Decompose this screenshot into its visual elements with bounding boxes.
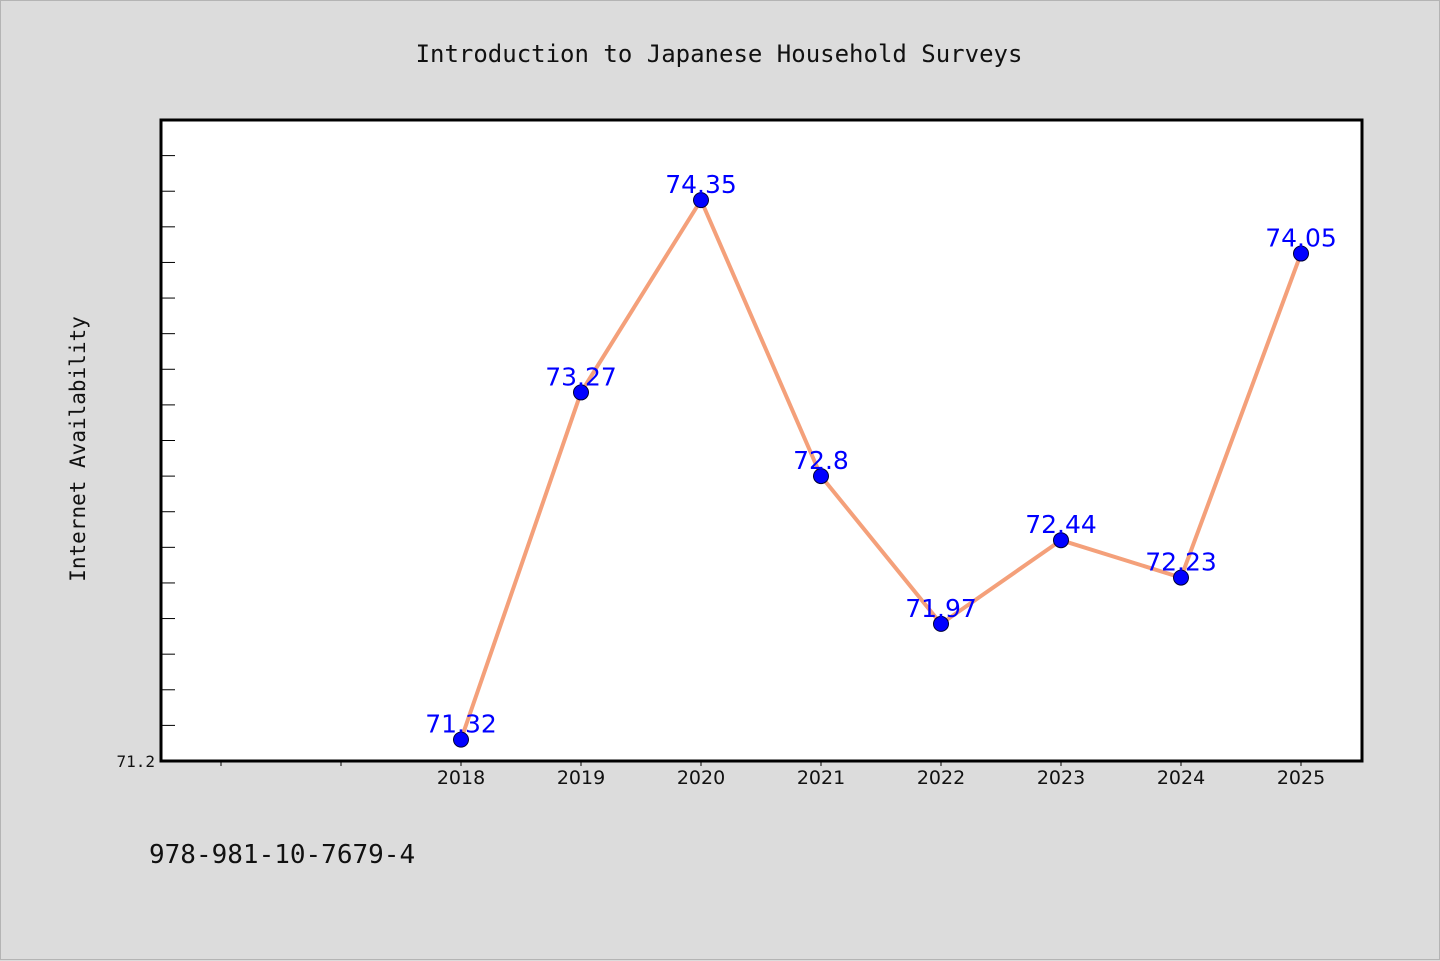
plot-area [159, 118, 1364, 763]
data-label: 72.44 [1025, 510, 1097, 539]
footer-isbn: 978-981-10-7679-4 [149, 840, 415, 870]
x-tick-label: 2021 [797, 767, 845, 789]
data-point [1173, 569, 1189, 586]
data-label: 72.8 [793, 446, 849, 475]
x-tick-label: 2025 [1277, 767, 1325, 789]
data-label: 74.05 [1265, 224, 1337, 253]
data-point [453, 731, 469, 748]
data-label: 71.32 [425, 710, 497, 739]
x-axis-ticks: 2018 2019 2020 2021 2022 2023 2024 2025 [220, 761, 1325, 789]
x-tick-label: 2018 [437, 767, 485, 789]
x-tick-label: 2022 [917, 767, 965, 789]
data-point [1293, 245, 1309, 262]
x-tick-label: 2020 [677, 767, 725, 789]
data-label: 73.27 [545, 362, 617, 391]
y-tick-label: 71.2 [116, 752, 155, 771]
data-point [573, 384, 589, 401]
x-tick-label: 2019 [557, 767, 605, 789]
data-label: 74.35 [665, 170, 737, 199]
data-label: 72.23 [1145, 548, 1217, 577]
data-label: 71.97 [905, 594, 977, 623]
data-point [1053, 532, 1069, 549]
data-point [813, 468, 829, 485]
x-tick-label: 2023 [1037, 767, 1085, 789]
series-layer: 71.32 73.27 74.35 72.8 71.97 72.44 72.23 74.05 [425, 170, 1337, 748]
data-point [933, 615, 949, 632]
y-axis-label: Internet Availability [66, 316, 90, 582]
data-point [693, 192, 709, 209]
chart-title: Introduction to Japanese Household Surve… [416, 40, 1023, 68]
y-axis-ticks: 71.2 [116, 155, 175, 771]
series-line [459, 198, 1303, 742]
x-tick-label: 2024 [1157, 767, 1205, 789]
